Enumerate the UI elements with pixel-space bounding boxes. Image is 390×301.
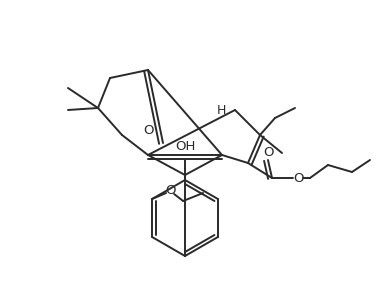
Text: O: O	[263, 145, 273, 159]
Text: O: O	[165, 185, 176, 197]
Text: OH: OH	[175, 140, 195, 153]
Text: H: H	[216, 104, 226, 117]
Text: O: O	[143, 123, 153, 136]
Text: O: O	[293, 172, 303, 185]
